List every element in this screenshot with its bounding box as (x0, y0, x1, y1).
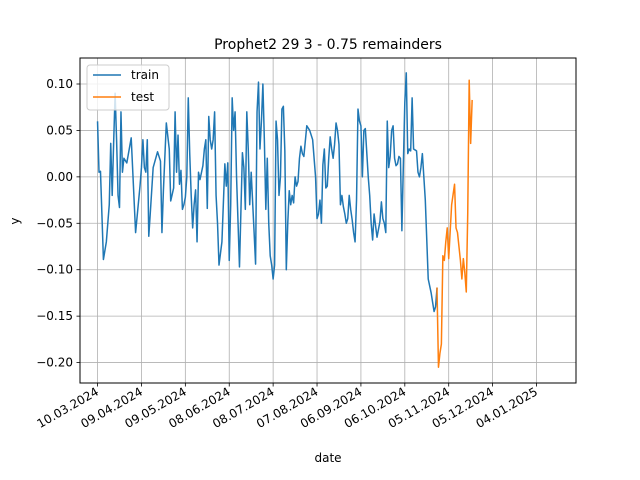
y-tick-label: 0.10 (46, 77, 73, 91)
y-axis: 0.10 0.05 0.00 −0.05 −0.10 −0.15 −0.20 (36, 77, 80, 370)
x-axis-label: date (314, 451, 341, 465)
plot-frame (79, 57, 577, 384)
y-tick-label: −0.10 (36, 263, 73, 277)
y-tick-label: 0.05 (46, 123, 73, 137)
chart-title: Prophet2 29 3 - 0.75 remainders (214, 37, 442, 53)
y-tick-label: −0.15 (36, 309, 73, 323)
series-line-test (436, 79, 473, 368)
legend-test-label: test (131, 90, 154, 104)
legend: train test (86, 64, 170, 111)
y-tick-label: −0.20 (36, 356, 73, 370)
series-layer (96, 72, 473, 368)
legend-box (86, 64, 170, 111)
y-axis-label: y (8, 217, 22, 224)
y-tick-label: −0.05 (36, 216, 73, 230)
series-line-train (96, 72, 438, 313)
y-tick-label: 0.00 (46, 170, 73, 184)
legend-train-label: train (131, 68, 159, 82)
